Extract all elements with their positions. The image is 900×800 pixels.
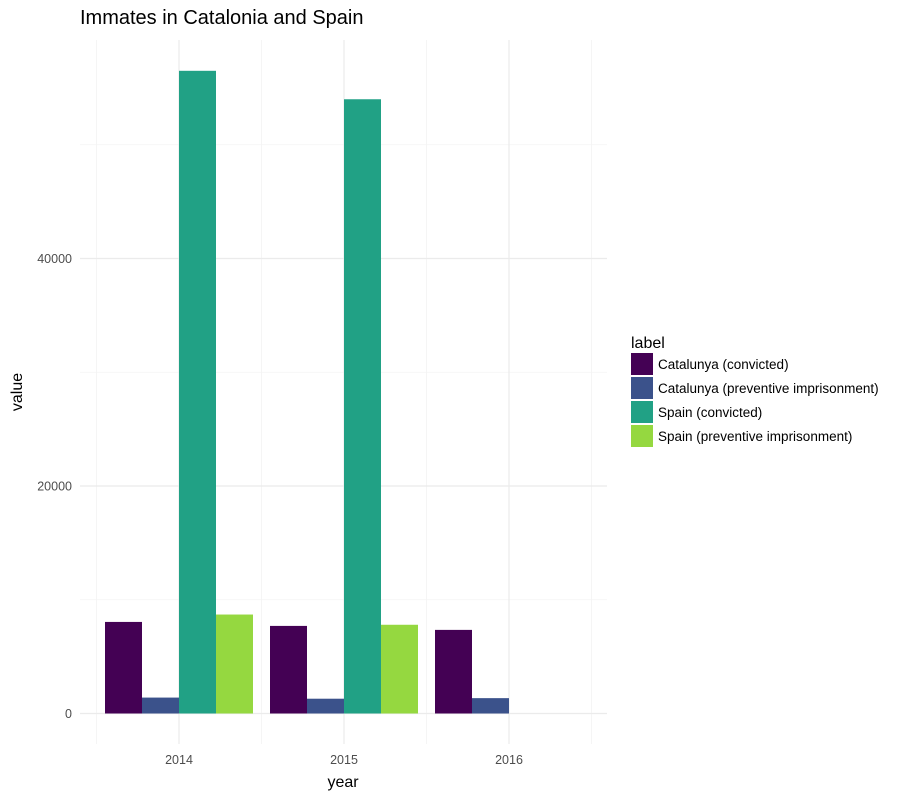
y-tick-label: 40000 xyxy=(37,252,72,266)
legend-title: label xyxy=(631,335,665,352)
bar xyxy=(270,625,307,714)
legend-label: Spain (convicted) xyxy=(658,405,762,420)
bar xyxy=(142,697,179,714)
x-tick-label: 2014 xyxy=(165,753,193,767)
bar xyxy=(344,99,381,714)
legend-label: Catalunya (preventive imprisonment) xyxy=(658,381,879,396)
legend-label: Catalunya (convicted) xyxy=(658,357,789,372)
bar xyxy=(105,621,142,714)
legend-key xyxy=(631,401,653,423)
legend-key xyxy=(631,425,653,447)
chart-title: Immates in Catalonia and Spain xyxy=(80,7,364,29)
y-axis-title: value xyxy=(9,373,26,411)
legend: label Catalunya (convicted) Catalunya (pr… xyxy=(631,335,879,447)
y-tick-label: 20000 xyxy=(37,480,72,494)
legend-key xyxy=(631,377,653,399)
x-tick-label: 2015 xyxy=(330,753,358,767)
grid-lines xyxy=(80,40,607,744)
legend-label: Spain (preventive imprisonment) xyxy=(658,429,852,444)
x-tick-label: 2016 xyxy=(495,753,523,767)
y-axis-ticks: 0 20000 40000 xyxy=(37,252,72,721)
bar xyxy=(307,698,344,714)
y-tick-label: 0 xyxy=(65,707,72,721)
x-axis-title: year xyxy=(327,774,359,791)
bar xyxy=(216,614,253,714)
bar xyxy=(472,698,509,714)
bar xyxy=(179,70,216,714)
legend-items: Catalunya (convicted) Catalunya (preventi… xyxy=(631,353,879,447)
bars xyxy=(105,70,509,714)
bar xyxy=(435,629,472,714)
plot-panel xyxy=(80,40,607,744)
x-axis-ticks: 2014 2015 2016 xyxy=(165,753,523,767)
bar xyxy=(381,624,418,714)
legend-key xyxy=(631,353,653,375)
